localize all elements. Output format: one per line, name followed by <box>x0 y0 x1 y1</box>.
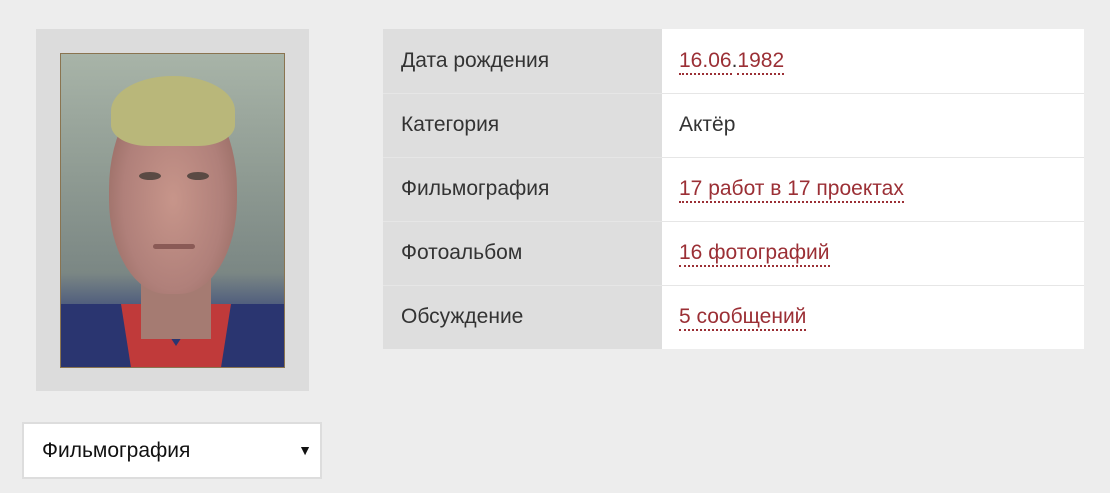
discussion-link[interactable]: 5 сообщений <box>679 305 807 332</box>
table-row: Категория Актёр <box>383 93 1084 158</box>
row-label: Категория <box>383 93 662 158</box>
select-value: Фильмография <box>42 438 191 462</box>
row-label: Обсуждение <box>383 285 662 349</box>
table-row: Фотоальбом 16 фотографий <box>383 221 1084 286</box>
photo-frame <box>36 29 309 391</box>
birth-date-link[interactable]: 16.06 <box>679 48 732 75</box>
actor-photo[interactable] <box>60 53 285 368</box>
photoalbum-link[interactable]: 16 фотографий <box>679 241 830 267</box>
filmography-link[interactable]: 17 работ в 17 проектах <box>679 177 904 203</box>
table-row: Дата рождения 16.06.1982 <box>383 29 1084 94</box>
table-row: Фильмография 17 работ в 17 проектах <box>383 157 1084 222</box>
category-value: Актёр <box>662 93 1084 158</box>
chevron-down-icon: ▼ <box>298 442 312 458</box>
info-table: Дата рождения 16.06.1982 Категория Актёр… <box>383 29 1084 349</box>
table-row: Обсуждение 5 сообщений <box>383 285 1084 349</box>
section-select[interactable]: Фильмография ▼ <box>22 422 322 479</box>
birth-year-link[interactable]: 1982 <box>737 48 785 75</box>
row-label: Фильмография <box>383 157 662 222</box>
row-label: Фотоальбом <box>383 221 662 286</box>
row-label: Дата рождения <box>383 29 662 94</box>
